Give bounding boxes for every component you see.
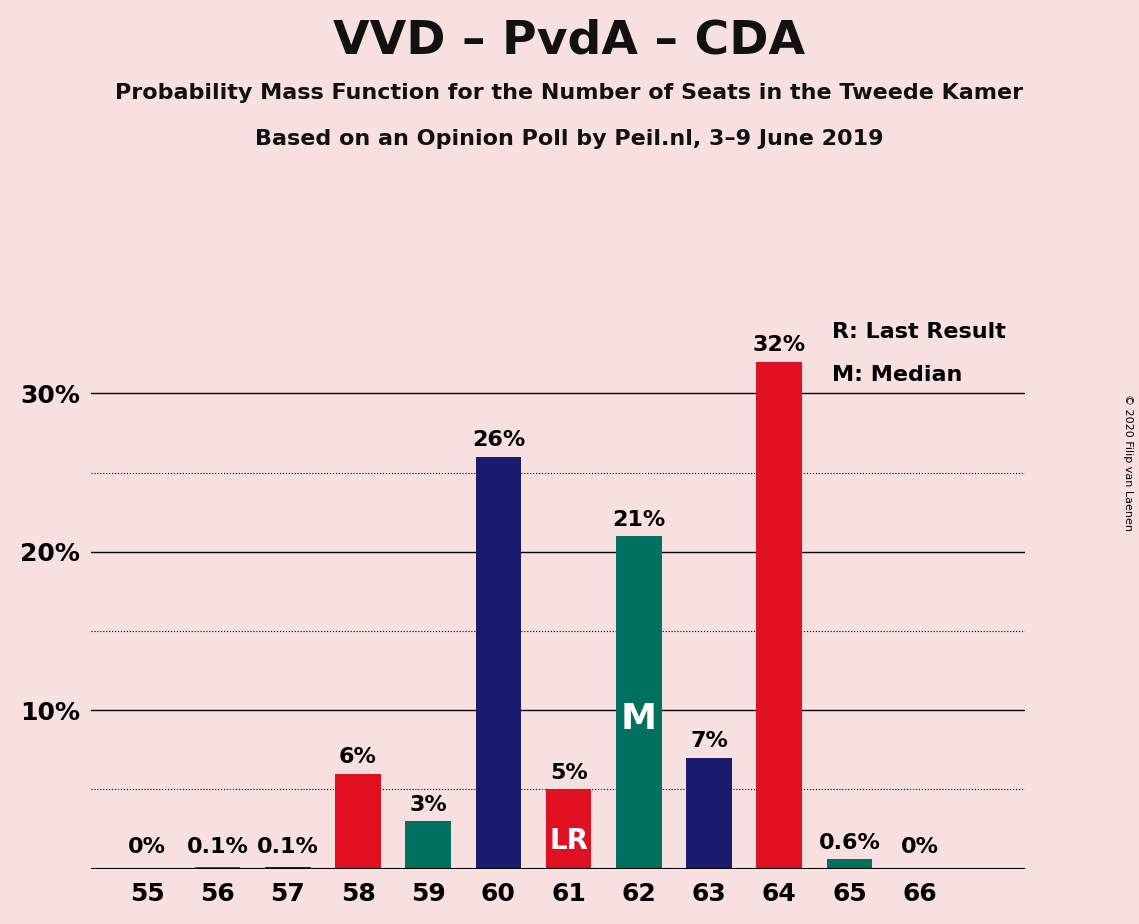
Text: 0%: 0%	[901, 837, 939, 857]
Text: VVD – PvdA – CDA: VVD – PvdA – CDA	[334, 18, 805, 64]
Text: 0.6%: 0.6%	[819, 833, 880, 853]
Text: 26%: 26%	[472, 431, 525, 450]
Text: 0%: 0%	[129, 837, 166, 857]
Text: 5%: 5%	[550, 763, 588, 783]
Text: 3%: 3%	[409, 795, 448, 815]
Bar	[827, 859, 872, 869]
Bar	[405, 821, 451, 869]
Text: 7%: 7%	[690, 731, 728, 751]
Text: 21%: 21%	[613, 509, 665, 529]
Text: 0.1%: 0.1%	[187, 837, 248, 857]
Text: M: M	[621, 702, 657, 736]
Text: LR: LR	[549, 827, 588, 855]
Text: © 2020 Filip van Laenen: © 2020 Filip van Laenen	[1123, 394, 1133, 530]
Bar	[195, 867, 240, 869]
Bar	[265, 867, 311, 869]
Bar	[335, 773, 380, 869]
Bar	[616, 536, 662, 869]
Bar	[687, 758, 732, 869]
Text: Probability Mass Function for the Number of Seats in the Tweede Kamer: Probability Mass Function for the Number…	[115, 83, 1024, 103]
Text: 32%: 32%	[753, 335, 806, 356]
Bar	[756, 361, 802, 869]
Text: M: Median: M: Median	[831, 365, 962, 385]
Text: 6%: 6%	[339, 748, 377, 767]
Bar	[546, 789, 591, 869]
Text: R: Last Result: R: Last Result	[831, 322, 1006, 342]
Text: Based on an Opinion Poll by Peil.nl, 3–9 June 2019: Based on an Opinion Poll by Peil.nl, 3–9…	[255, 129, 884, 150]
Text: 0.1%: 0.1%	[256, 837, 319, 857]
Bar	[476, 456, 522, 869]
